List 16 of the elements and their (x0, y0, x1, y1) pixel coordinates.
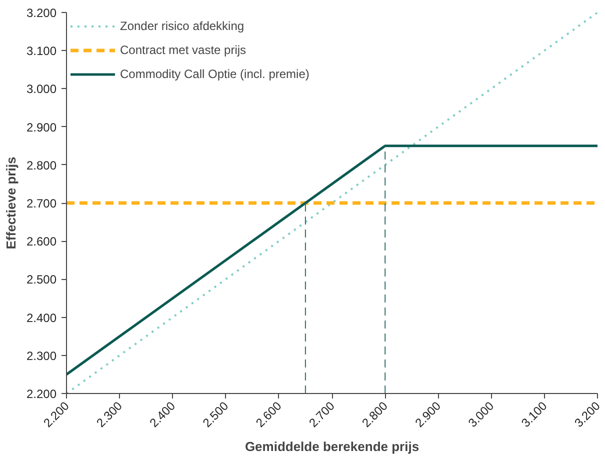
y-tick-label: 2.600 (26, 234, 57, 249)
y-tick-label: 2.200 (26, 387, 57, 401)
legend-label: Zonder risico afdekking (120, 19, 244, 33)
y-tick-label: 2.400 (26, 310, 57, 325)
y-tick-label: 2.800 (26, 158, 57, 172)
y-tick-label: 2.500 (26, 272, 57, 287)
y-tick-label: 3.100 (26, 44, 57, 58)
y-tick-label: 2.700 (26, 196, 57, 210)
legend-label: Commodity Call Optie (incl. premie) (120, 67, 310, 81)
legend-label: Contract met vaste prijs (120, 43, 246, 57)
y-axis-title: Effectieve prijs (3, 156, 18, 250)
x-axis-title: Gemiddelde berekende prijs (244, 439, 420, 454)
y-tick-label: 3.200 (26, 6, 57, 20)
y-tick-label: 2.300 (26, 348, 57, 363)
y-tick-label: 2.900 (26, 120, 57, 134)
y-tick-label: 3.000 (26, 82, 57, 96)
